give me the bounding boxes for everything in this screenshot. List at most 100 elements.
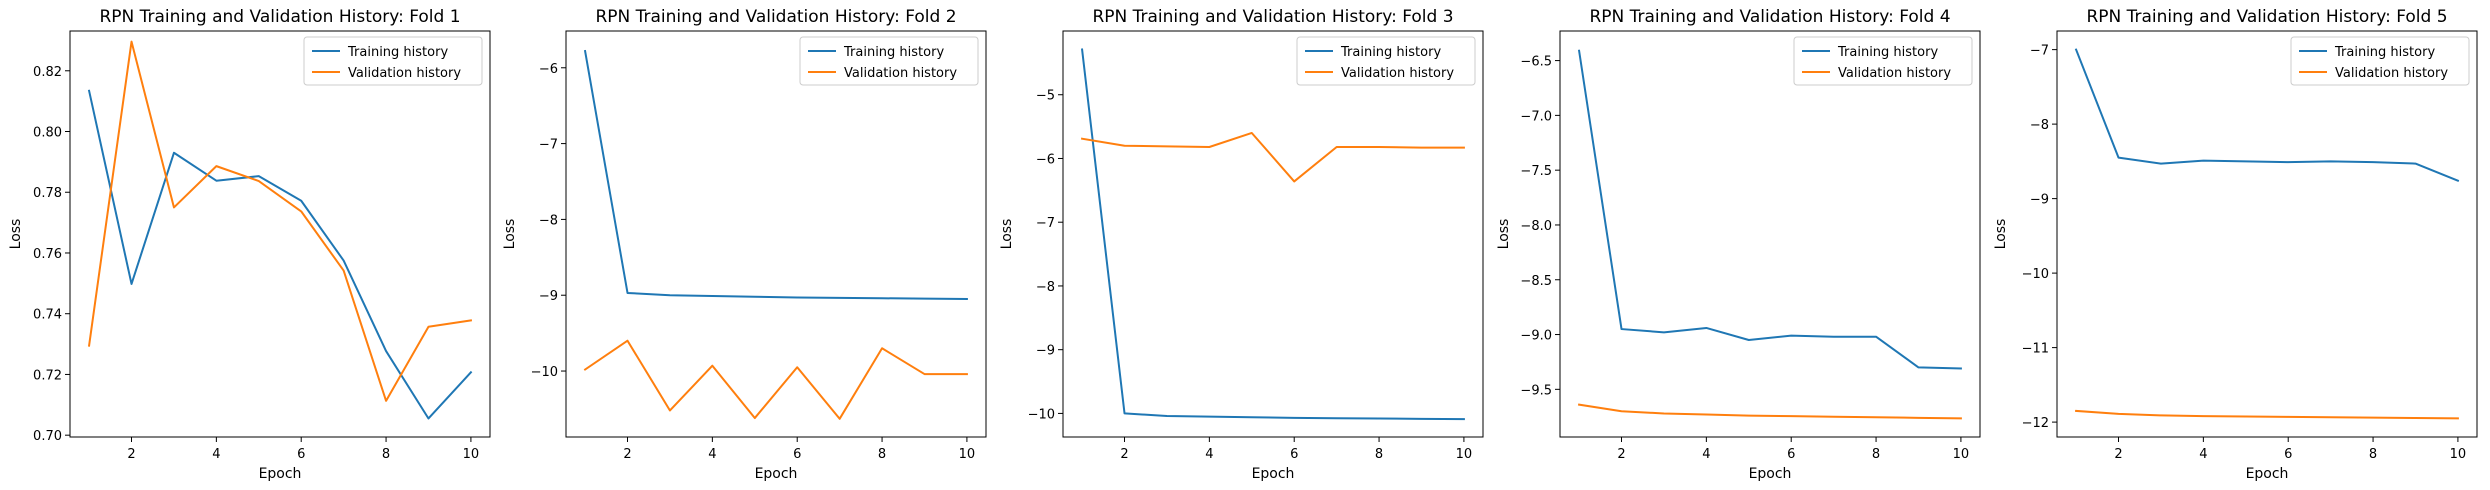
subplot-4: 2 4 6 8 10 −9.5 −9.0 −8.5 −8.0 −7.5 −7.0 −6.5 RPN Tr…	[1496, 7, 1981, 482]
legend-label: Validation history	[1838, 66, 1951, 81]
y-tick-label: −8	[2030, 118, 2049, 133]
x-tick-label: 4	[708, 447, 716, 462]
y-tick-label: −9	[1036, 344, 1055, 359]
legend-box	[1296, 36, 1476, 86]
legend: Training history Validation history	[1793, 36, 1973, 86]
legend-label: Training history	[2334, 45, 2435, 60]
x-axis-label: Epoch	[1749, 466, 1792, 482]
series-line-training	[1577, 49, 1962, 370]
subplot-5: 2 4 6 8 10 −12 −11 −10 −9 −8 −7 RPN Training and Va…	[1993, 7, 2478, 482]
series-line-training	[87, 89, 473, 420]
series-line-validation	[2075, 409, 2459, 420]
chart-title: RPN Training and Validation History: Fol…	[1092, 7, 1453, 27]
x-tick-label: 6	[1787, 447, 1795, 462]
y-tick-label: 0.76	[33, 247, 62, 262]
series-line-validation	[87, 40, 473, 402]
x-tick-label: 10	[463, 447, 480, 462]
y-tick-label: −12	[2022, 416, 2049, 431]
legend-box	[2290, 36, 2470, 86]
x-tick-label: 4	[1702, 447, 1710, 462]
x-axis-label: Epoch	[2246, 466, 2289, 482]
y-tick-label: −7	[539, 138, 558, 153]
y-tick-label: −6.5	[1520, 55, 1552, 70]
legend-label: Validation history	[844, 66, 957, 81]
x-tick-label: 10	[2450, 447, 2467, 462]
legend: Training history Validation history	[1296, 36, 1476, 86]
axes-frame	[1062, 30, 1484, 438]
y-tick-label: −8	[539, 213, 558, 228]
x-tick-label: 4	[2199, 447, 2207, 462]
y-axis-label: Loss	[502, 219, 518, 250]
y-tick-label: −9	[539, 289, 558, 304]
y-tick-label: −8.0	[1520, 219, 1552, 234]
y-tick-label: −6	[539, 62, 558, 77]
x-tick-label: 8	[878, 447, 886, 462]
chart-title: RPN Training and Validation History: Fol…	[2086, 7, 2447, 27]
y-axis-label: Loss	[8, 219, 24, 250]
y-tick-label: 0.80	[33, 126, 62, 141]
x-axis-label: Epoch	[755, 466, 798, 482]
y-tick-label: −7	[1036, 216, 1055, 231]
y-tick-label: −8.5	[1520, 274, 1552, 289]
subplot-2: 2 4 6 8 10 −10 −9 −8 −7 −6 RPN Training and Valida…	[502, 7, 987, 482]
y-tick-label: 0.74	[33, 308, 62, 323]
y-tick-label: 0.72	[33, 368, 62, 383]
legend-label: Training history	[843, 45, 944, 60]
chart-title: RPN Training and Validation History: Fol…	[99, 7, 460, 27]
x-tick-label: 2	[1120, 447, 1128, 462]
axes-frame	[69, 30, 491, 438]
y-tick-label: −9	[2030, 193, 2049, 208]
chart-title: RPN Training and Validation History: Fol…	[595, 7, 956, 27]
series-line-training	[1080, 48, 1465, 421]
x-tick-label: 4	[212, 447, 220, 462]
axes-frame	[565, 30, 987, 438]
x-tick-label: 10	[1456, 447, 1473, 462]
legend-label: Validation history	[1341, 66, 1454, 81]
x-tick-label: 2	[2114, 447, 2122, 462]
x-axis-label: Epoch	[259, 466, 302, 482]
axes-frame	[2056, 30, 2478, 438]
legend: Training history Validation history	[2290, 36, 2470, 86]
legend: Training history Validation history	[799, 36, 979, 86]
legend-label: Training history	[347, 45, 448, 60]
y-tick-label: −10	[2022, 267, 2049, 282]
y-axis-label: Loss	[1993, 219, 2009, 250]
y-axis-label: Loss	[1496, 219, 1512, 250]
y-tick-label: −7.5	[1520, 164, 1552, 179]
x-tick-label: 2	[127, 447, 135, 462]
x-tick-label: 8	[1872, 447, 1880, 462]
x-tick-label: 4	[1205, 447, 1213, 462]
series-line-validation	[1080, 131, 1465, 183]
series-line-validation	[1577, 403, 1962, 420]
series-line-training	[2074, 48, 2460, 183]
y-tick-label: −8	[1036, 280, 1055, 295]
legend-label: Training history	[1837, 45, 1938, 60]
y-tick-label: −10	[1028, 407, 1055, 422]
y-axis-label: Loss	[999, 219, 1015, 250]
x-tick-label: 6	[793, 447, 801, 462]
x-tick-label: 10	[959, 447, 976, 462]
x-tick-label: 8	[1375, 447, 1383, 462]
y-tick-label: −9.5	[1520, 383, 1552, 398]
legend-label: Validation history	[2335, 66, 2448, 81]
legend-box	[1793, 36, 1973, 86]
subplot-3: 2 4 6 8 10 −10 −9 −8 −7 −6 −5 RPN Training and Vali…	[999, 7, 1484, 482]
x-tick-label: 6	[1290, 447, 1298, 462]
x-tick-label: 2	[623, 447, 631, 462]
y-tick-label: −5	[1036, 89, 1055, 104]
x-tick-label: 8	[2369, 447, 2377, 462]
x-tick-label: 10	[1953, 447, 1970, 462]
y-tick-label: 0.78	[33, 186, 62, 201]
legend: Training history Validation history	[303, 36, 483, 86]
y-tick-label: −7.0	[1520, 109, 1552, 124]
legend-box	[799, 36, 979, 86]
y-tick-label: −6	[1036, 152, 1055, 167]
legend-label: Training history	[1340, 45, 1441, 60]
x-tick-label: 6	[2284, 447, 2292, 462]
series-line-validation	[583, 339, 968, 420]
legend-label: Validation history	[348, 66, 461, 81]
y-tick-label: −11	[2022, 342, 2049, 357]
series-line-training	[583, 49, 968, 301]
y-tick-label: −9.0	[1520, 329, 1552, 344]
